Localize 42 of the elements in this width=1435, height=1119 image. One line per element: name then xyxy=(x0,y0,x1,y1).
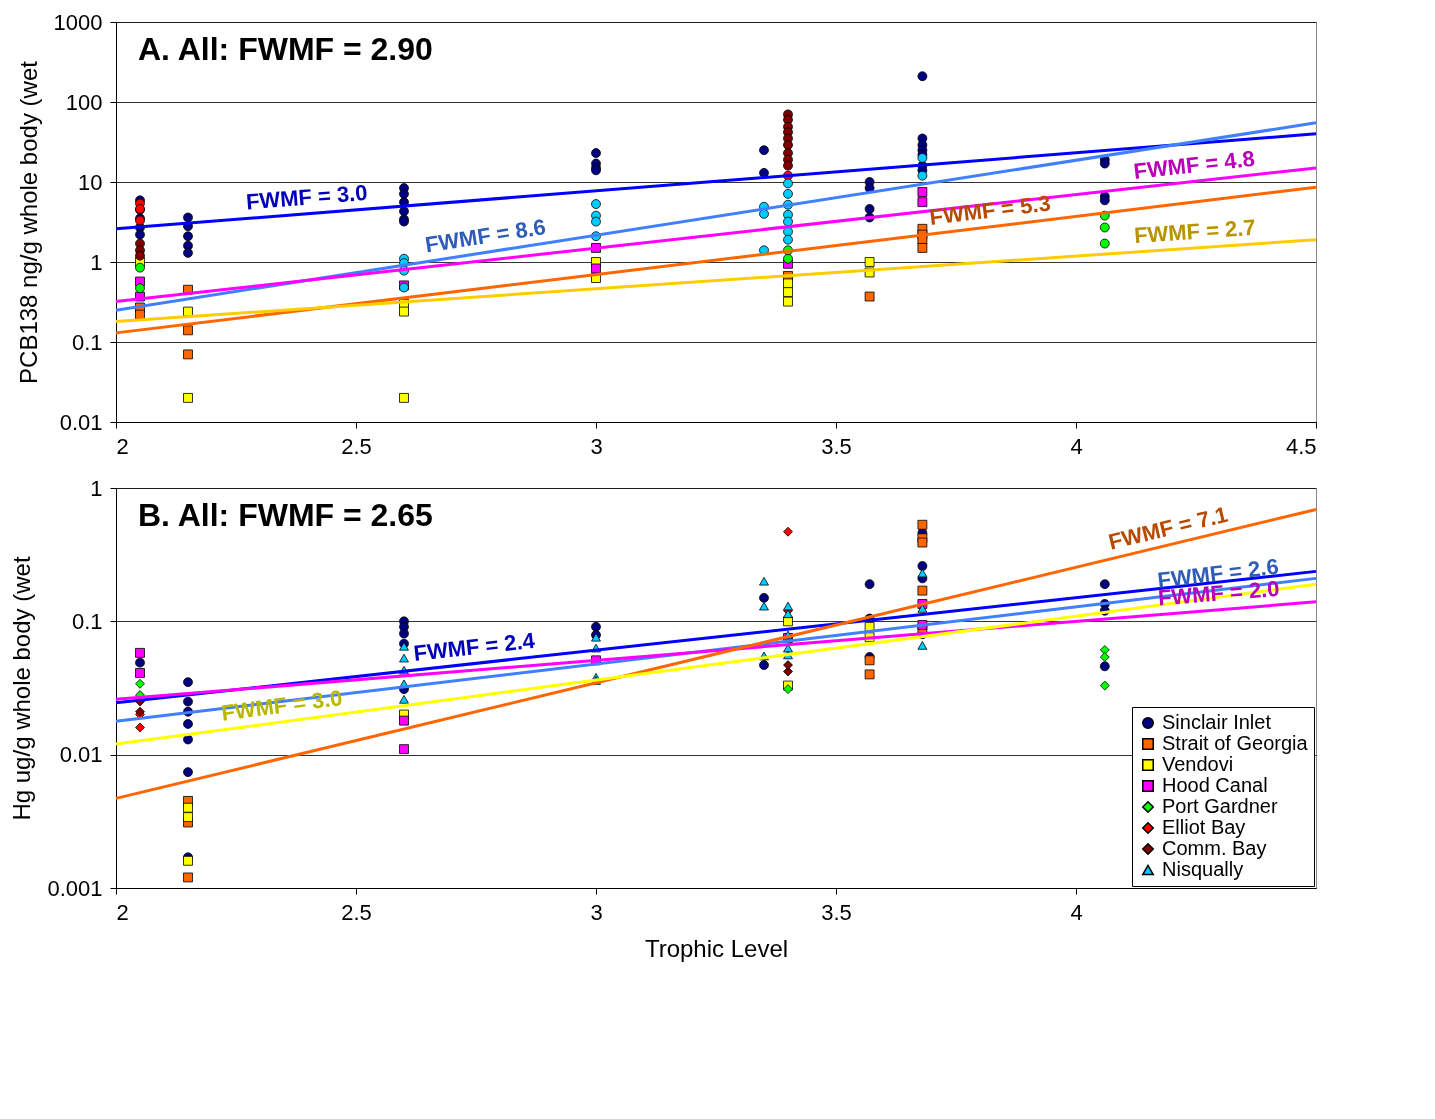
annotation: FWMF = 3.0 xyxy=(219,684,344,726)
y-tick-label: 0.1 xyxy=(71,608,103,634)
x-tick-label: 3.5 xyxy=(821,899,852,925)
legend-label: Strait of Georgia xyxy=(1162,732,1309,754)
y-tick-label: 1000 xyxy=(53,9,103,35)
legend-label: Vendovi xyxy=(1162,753,1234,775)
legend-label: Port Gardner xyxy=(1162,795,1278,817)
x-tick-label: 2.5 xyxy=(341,433,372,459)
y-tick-label: 1 xyxy=(90,249,103,275)
legend-label: Elliot Bay xyxy=(1162,816,1246,838)
y-axis-title: PCB138 ng/g whole body (wet xyxy=(14,60,42,384)
y-tick-label: 0.01 xyxy=(59,742,103,768)
y-axis-title: Hg ug/g whole body (wet xyxy=(8,556,36,821)
y-tick-label: 0.1 xyxy=(71,329,103,355)
annotation: FWMF = 3.0 xyxy=(245,179,369,215)
chart-title: A. All: FWMF = 2.90 xyxy=(138,31,433,67)
y-tick-label: 0.001 xyxy=(47,875,103,901)
annotation: FWMF = 4.8 xyxy=(1132,145,1256,185)
legend-label: Comm. Bay xyxy=(1162,837,1267,859)
x-tick-label: 4 xyxy=(1070,433,1083,459)
x-tick-label: 2 xyxy=(116,433,129,459)
x-tick-label: 2.5 xyxy=(341,899,372,925)
annotation: FWMF = 8.6 xyxy=(423,214,548,258)
annotation: FWMF = 2.4 xyxy=(412,627,537,666)
annotation: FWMF = 7.1 xyxy=(1106,501,1231,555)
legend-label: Hood Canal xyxy=(1162,774,1268,796)
x-tick-label: 3 xyxy=(590,899,603,925)
x-axis-title: Trophic Level xyxy=(644,934,789,962)
x-tick-label: 2 xyxy=(116,899,129,925)
x-tick-label: 4 xyxy=(1070,899,1083,925)
chart-title: B. All: FWMF = 2.65 xyxy=(138,497,433,533)
x-tick-label: 4.5 xyxy=(1285,433,1317,459)
x-tick-label: 3 xyxy=(590,433,603,459)
annotation: FWMF = 2.7 xyxy=(1133,214,1257,249)
y-tick-label: 1 xyxy=(90,475,103,501)
annotation: FWMF = 5.3 xyxy=(928,190,1052,230)
y-tick-label: 10 xyxy=(78,169,103,195)
legend-label: Nisqually xyxy=(1162,858,1244,880)
y-tick-label: 100 xyxy=(65,89,103,115)
legend-label: Sinclair Inlet xyxy=(1162,711,1272,733)
y-tick-label: 0.01 xyxy=(59,409,103,435)
x-tick-label: 3.5 xyxy=(821,433,852,459)
